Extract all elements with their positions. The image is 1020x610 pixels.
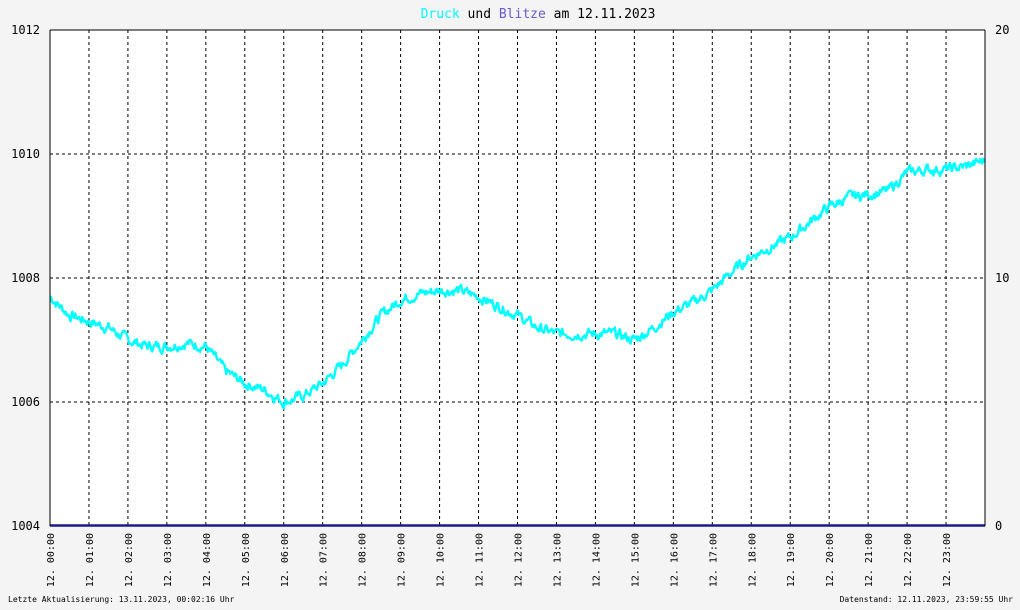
- y-left-tick-label: 1008: [11, 271, 40, 285]
- footer-last-update: Letzte Aktualisierung: 13.11.2023, 00:02…: [8, 595, 235, 604]
- series-line-druck: [49, 157, 986, 410]
- x-tick-label: 12. 13:00: [552, 533, 563, 587]
- x-tick-label: 12. 18:00: [747, 533, 758, 587]
- y-right-tick-label: 10: [995, 271, 1009, 285]
- x-tick-label: 12. 12:00: [514, 533, 525, 587]
- x-tick-label: 12. 21:00: [864, 533, 875, 587]
- x-tick-label: 12. 02:00: [124, 533, 135, 587]
- x-tick-label: 12. 06:00: [280, 533, 291, 587]
- x-tick-label: 12. 00:00: [46, 533, 57, 587]
- x-tick-label: 12. 16:00: [669, 533, 680, 587]
- x-tick-label: 12. 22:00: [903, 533, 914, 587]
- x-tick-label: 12. 01:00: [85, 533, 96, 587]
- x-tick-label: 12. 05:00: [241, 533, 252, 587]
- x-tick-label: 12. 15:00: [630, 533, 641, 587]
- x-tick-label: 12. 10:00: [436, 533, 447, 587]
- x-tick-label: 12. 23:00: [942, 533, 953, 587]
- x-tick-label: 12. 17:00: [708, 533, 719, 587]
- x-tick-label: 12. 03:00: [163, 533, 174, 587]
- x-tick-label: 12. 08:00: [358, 533, 369, 587]
- x-tick-label: 12. 11:00: [475, 533, 486, 587]
- y-left-tick-label: 1012: [11, 23, 40, 37]
- x-tick-label: 12. 07:00: [319, 533, 330, 587]
- title-part: Druck: [421, 7, 460, 22]
- title-part: am 12.11.2023: [546, 7, 656, 22]
- y-right-tick-label: 0: [995, 519, 1002, 533]
- title-part: Blitze: [499, 7, 546, 22]
- y-left-tick-label: 1004: [11, 519, 40, 533]
- x-tick-label: 12. 04:00: [202, 533, 213, 587]
- footer-data-status: Datenstand: 12.11.2023, 23:59:55 Uhr: [840, 595, 1014, 604]
- x-tick-label: 12. 09:00: [397, 533, 408, 587]
- title-part: und: [460, 7, 499, 22]
- y-left-tick-label: 1006: [11, 395, 40, 409]
- y-right-tick-label: 20: [995, 23, 1009, 37]
- x-tick-label: 12. 14:00: [591, 533, 602, 587]
- x-tick-label: 12. 20:00: [825, 533, 836, 587]
- x-tick-label: 12. 19:00: [786, 533, 797, 587]
- chart-title: Druck und Blitze am 12.11.2023: [421, 7, 656, 22]
- y-left-tick-label: 1010: [11, 147, 40, 161]
